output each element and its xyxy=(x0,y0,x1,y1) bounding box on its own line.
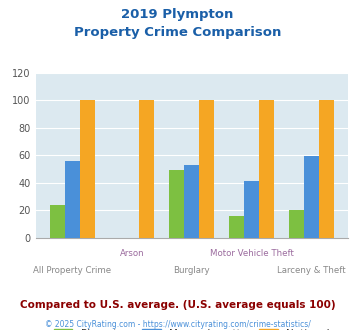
Bar xyxy=(304,156,319,238)
Text: Arson: Arson xyxy=(120,249,144,258)
Text: Larceny & Theft: Larceny & Theft xyxy=(277,266,345,275)
Bar xyxy=(289,210,304,238)
Bar xyxy=(244,181,259,238)
Text: Burglary: Burglary xyxy=(173,266,210,275)
Text: Property Crime Comparison: Property Crime Comparison xyxy=(74,26,281,39)
Bar xyxy=(140,100,154,238)
Text: All Property Crime: All Property Crime xyxy=(33,266,111,275)
Bar xyxy=(259,100,274,238)
Text: Motor Vehicle Theft: Motor Vehicle Theft xyxy=(209,249,294,258)
Bar xyxy=(184,165,199,238)
Text: © 2025 CityRating.com - https://www.cityrating.com/crime-statistics/: © 2025 CityRating.com - https://www.city… xyxy=(45,320,310,329)
Bar xyxy=(169,170,184,238)
Legend: Plympton, Massachusetts, National: Plympton, Massachusetts, National xyxy=(54,329,330,330)
Text: 2019 Plympton: 2019 Plympton xyxy=(121,8,234,21)
Bar xyxy=(199,100,214,238)
Bar xyxy=(65,161,80,238)
Bar xyxy=(50,205,65,238)
Bar xyxy=(80,100,94,238)
Bar xyxy=(229,215,244,238)
Bar xyxy=(319,100,334,238)
Text: Compared to U.S. average. (U.S. average equals 100): Compared to U.S. average. (U.S. average … xyxy=(20,300,335,310)
